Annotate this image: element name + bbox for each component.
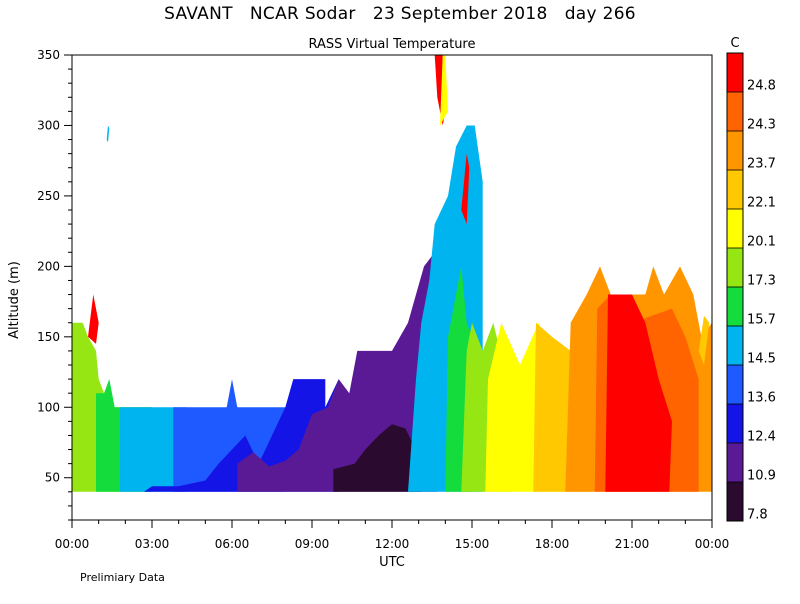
colorbar-swatch	[727, 209, 743, 248]
temperature-region-2	[120, 407, 187, 492]
x-tick-label: 21:00	[615, 537, 650, 551]
colorbar-label: 7.8	[747, 508, 768, 523]
y-tick-label: 350	[37, 48, 60, 62]
colorbar-swatch	[727, 443, 743, 482]
x-tick-label: 18:00	[535, 537, 570, 551]
colorbar-label: 14.5	[747, 352, 776, 367]
colorbar-unit: C	[730, 36, 739, 51]
x-tick-label: 00:00	[695, 537, 730, 551]
colorbar-label: 12.4	[747, 430, 776, 445]
colorbar-swatch	[727, 365, 743, 404]
colorbar-label: 15.7	[747, 313, 776, 328]
temperature-region-6	[333, 424, 422, 492]
colorbar-swatch	[727, 92, 743, 131]
temperature-region-18	[461, 153, 470, 225]
colorbar-label: 22.1	[747, 196, 776, 211]
y-tick-label: 300	[37, 118, 60, 132]
colorbar-swatch	[727, 248, 743, 287]
chart-title: SAVANT NCAR Sodar 23 September 2018 day …	[164, 4, 636, 24]
x-tick-label: 03:00	[135, 537, 170, 551]
plot-area	[72, 55, 712, 492]
colorbar: 7.8 10.9 12.4 13.6 14.5 15.7 17.3 20.1 22.1 23.7 2…	[726, 52, 776, 523]
temperature-region-17	[440, 55, 448, 126]
x-tick-label: 00:00	[55, 537, 90, 551]
y-tick-label: 250	[37, 189, 60, 203]
colorbar-label: 13.6	[747, 391, 776, 406]
colorbar-label: 10.9	[747, 469, 776, 484]
x-tick-label: 06:00	[215, 537, 250, 551]
temperature-region-19	[106, 125, 110, 143]
colorbar-label: 24.8	[747, 79, 776, 94]
colorbar-label: 23.7	[747, 157, 776, 172]
colorbar-label: 20.1	[747, 235, 776, 250]
chart-subtitle: RASS Virtual Temperature	[309, 37, 476, 52]
colorbar-swatch	[727, 131, 743, 170]
colorbar-swatch	[727, 404, 743, 443]
x-tick-label: 09:00	[295, 537, 330, 551]
colorbar-swatch	[727, 170, 743, 209]
temperature-region-15	[88, 294, 99, 344]
x-tick-label: 12:00	[375, 537, 410, 551]
colorbar-swatch	[727, 326, 743, 365]
plot-frame	[71, 54, 713, 521]
colorbar-swatch	[727, 482, 743, 521]
y-axis-label: Altitude (m)	[7, 261, 22, 339]
footnote: Prelimiary Data	[80, 571, 165, 584]
temperature-region-14	[605, 294, 672, 492]
y-tick-label: 200	[37, 259, 60, 273]
colorbar-label: 24.3	[747, 118, 776, 133]
x-tick-label: 15:00	[455, 537, 490, 551]
y-tick-label: 150	[37, 330, 60, 344]
temperature-region-20	[698, 315, 710, 365]
colorbar-label: 17.3	[747, 274, 776, 289]
x-axis-label: UTC	[379, 555, 405, 570]
y-tick-label: 50	[45, 471, 60, 485]
y-tick-label: 100	[37, 400, 60, 414]
x-axis: 00:00 03:00 06:00 09:00 12:00 15:00 18:00 21:00…	[55, 520, 730, 551]
colorbar-swatch	[727, 53, 743, 92]
y-axis: 50 100 150 200 250 300 350	[37, 48, 72, 521]
colorbar-swatch	[727, 287, 743, 326]
